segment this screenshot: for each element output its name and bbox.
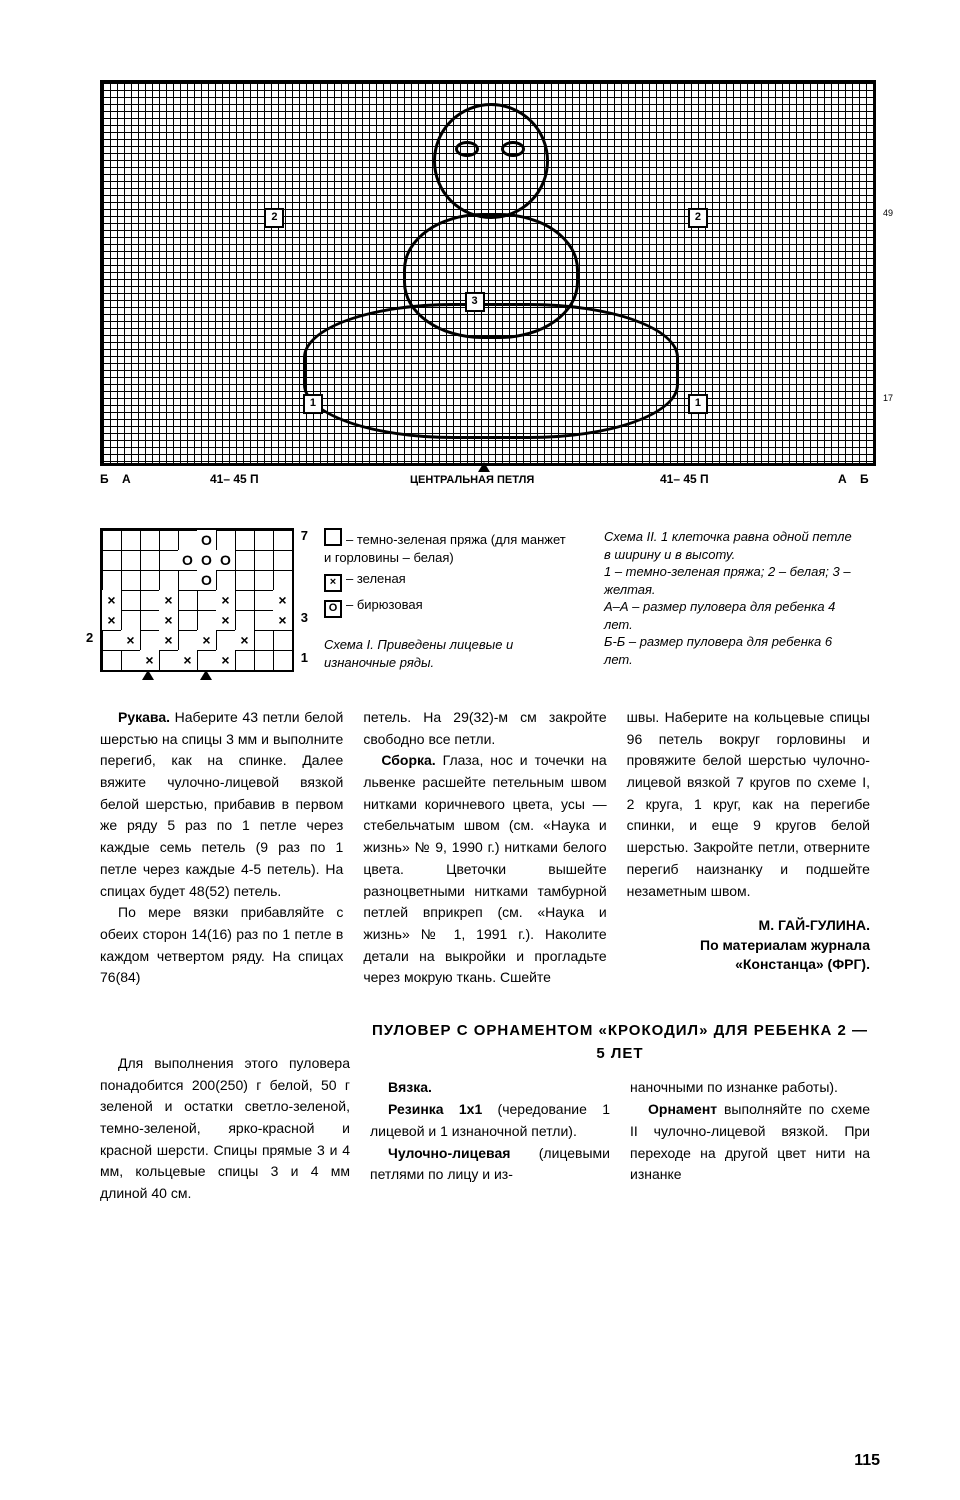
chart-cell: × <box>197 630 216 650</box>
article-2: Для выполнения этого пуловера понадобитс… <box>100 1019 870 1205</box>
chart-cell: O <box>197 530 216 550</box>
tick-label: 49 <box>883 208 893 218</box>
chart-marker: 1 <box>688 394 708 414</box>
chart-cell: × <box>216 650 235 670</box>
body-columns: Рукава. Наберите 43 петли белой шерстью … <box>100 707 870 989</box>
para-text: швы. Наберите на кольцевые спицы 96 пете… <box>627 707 870 902</box>
para-text: наночными по изнанке работы). <box>630 1077 870 1099</box>
pattern-chart-small: OOOOO××××××××××××××× <box>100 528 294 672</box>
chart-marker: 1 <box>303 394 323 414</box>
legend-text: – бирюзовая <box>346 597 423 612</box>
para-text: Глаза, нос и точечки на львенке расшейте… <box>363 752 606 985</box>
chart-cell: O <box>197 570 216 590</box>
legend-right-line: А–А – размер пуловера для ребенка 4 лет. <box>604 598 854 633</box>
chart-marker: 2 <box>688 208 708 228</box>
legend-symbol-empty <box>324 528 342 546</box>
chart-cell: × <box>216 610 235 630</box>
tick-label: 17 <box>883 393 893 403</box>
legend-symbol-x: × <box>324 574 342 592</box>
chart-marker: 2 <box>264 208 284 228</box>
pattern-chart-large: 49 17 22311 <box>100 80 876 466</box>
para-text: Для выполнения этого пуловера понадобитс… <box>100 1053 350 1205</box>
para-lead: Орнамент <box>648 1101 717 1117</box>
chart-cell: × <box>159 590 178 610</box>
chart-cell: × <box>216 590 235 610</box>
para-lead: Рукава. <box>118 709 170 725</box>
chart-cell: × <box>273 590 292 610</box>
axis-label: Б <box>860 472 869 486</box>
chart-cell: × <box>159 610 178 630</box>
chart-marker: 3 <box>465 292 485 312</box>
legend-text: – зеленая <box>346 571 406 586</box>
row-label: 3 <box>301 610 308 625</box>
axis-label: Б <box>100 472 109 486</box>
chart-cell: O <box>216 550 235 570</box>
byline: По материалам журнала <box>627 936 870 956</box>
chart-cell: × <box>159 630 178 650</box>
byline: М. ГАЙ-ГУЛИНА. <box>627 916 870 936</box>
para-lead: Вязка. <box>388 1079 432 1095</box>
legend-center: – темно-зеленая пряжа (для манжет и горл… <box>324 528 574 671</box>
chart-cell: × <box>273 610 292 630</box>
row-label: 2 <box>86 630 93 645</box>
axis-label: ЦЕНТРАЛЬНАЯ ПЕТЛЯ <box>410 474 534 486</box>
axis-label: 41– 45 П <box>660 472 709 486</box>
para-lead: Сборка. <box>381 752 435 768</box>
byline: «Констанца» (ФРГ). <box>627 955 870 975</box>
chart-cell: × <box>102 610 121 630</box>
para-text: По мере вязки прибавляйте с обеих сторон… <box>100 902 343 989</box>
chart-cell: O <box>178 550 197 570</box>
chart-cell: × <box>235 630 254 650</box>
chart-large-right-ticks: 49 17 <box>878 83 893 463</box>
row-label: 7 <box>301 528 308 543</box>
legend-right-line: Б-Б – размер пуловера для ребенка 6 лет. <box>604 633 854 668</box>
axis-label: А <box>122 472 131 486</box>
article-2-title: ПУЛОВЕР С ОРНАМЕНТОМ «КРОКОДИЛ» ДЛЯ РЕБЕ… <box>370 1019 870 1066</box>
chart-cell: × <box>121 630 140 650</box>
legend-symbol-o: O <box>324 600 342 618</box>
axis-label: А <box>838 472 847 486</box>
row-label: 1 <box>301 650 308 665</box>
chart-cell: × <box>102 590 121 610</box>
para-lead: Чулочно-лицевая <box>388 1145 510 1161</box>
chart-cell: × <box>140 650 159 670</box>
para-text: Наберите 43 петли белой шерстью на спицы… <box>100 709 343 899</box>
axis-label: 41– 45 П <box>210 472 259 486</box>
legend-right: Схема II. 1 клеточка равна одной петле в… <box>604 528 854 668</box>
chart-large-bottom-labels: Б А 41– 45 П ЦЕНТРАЛЬНАЯ ПЕТЛЯ 41– 45 П … <box>100 472 870 498</box>
page-number: 115 <box>854 1452 880 1470</box>
chart-cell: O <box>197 550 216 570</box>
para-lead: Резинка 1х1 <box>388 1101 482 1117</box>
legend-caption: Схема I. Приведены лицевые и изнаночные … <box>324 636 574 671</box>
legend-right-line: Схема II. 1 клеточка равна одной петле в… <box>604 528 854 563</box>
chart-cell: × <box>178 650 197 670</box>
legend-text: – темно-зеленая пряжа (для манжет и горл… <box>324 532 566 565</box>
para-text: петель. На 29(32)-м см закройте свободно… <box>363 707 606 750</box>
legend-right-line: 1 – темно-зеленая пряжа; 2 – белая; 3 – … <box>604 563 854 598</box>
